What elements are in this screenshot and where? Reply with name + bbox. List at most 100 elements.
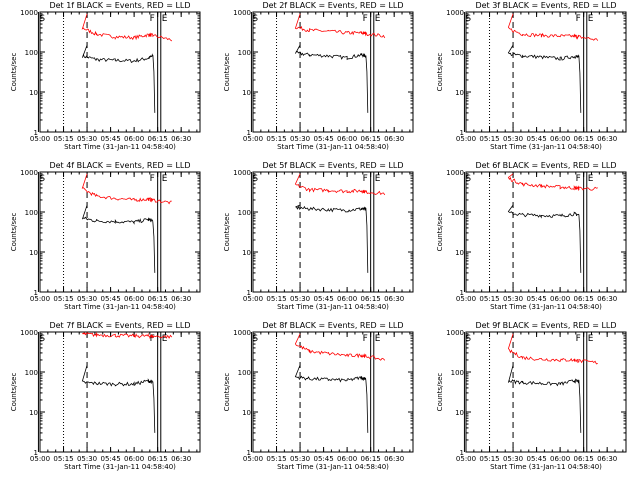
y-axis-label: Counts/sec xyxy=(436,373,444,412)
plot-frame xyxy=(465,171,627,293)
y-tick-label: 1000 xyxy=(233,169,251,177)
x-tick-label: 06:30 xyxy=(384,455,404,463)
x-tick-label: 05:30 xyxy=(77,295,97,303)
y-axis-label: Counts/sec xyxy=(10,213,18,252)
lld-series-line xyxy=(81,173,172,205)
x-tick-label: 05:00 xyxy=(456,135,476,143)
y-tick-label: 100 xyxy=(451,369,464,377)
y-tick-label: 1000 xyxy=(233,329,251,337)
x-tick-label: 05:30 xyxy=(290,135,310,143)
events-series-line xyxy=(82,44,156,113)
x-axis-label: Start Time (31-Jan-11 04:58:40) xyxy=(277,303,389,311)
events-series-line xyxy=(82,204,156,273)
x-tick-label: 05:15 xyxy=(266,455,286,463)
start-marker-label: S xyxy=(465,14,471,24)
x-tick-label: 05:00 xyxy=(456,455,476,463)
x-tick-label: 05:45 xyxy=(526,455,546,463)
x-tick-label: 05:30 xyxy=(290,295,310,303)
start-marker-label: S xyxy=(465,334,471,344)
x-tick-label: 05:45 xyxy=(313,135,333,143)
y-tick-label: 1 xyxy=(34,289,38,297)
x-tick-label: 06:30 xyxy=(597,295,617,303)
x-tick-label: 06:00 xyxy=(124,135,144,143)
lld-series-line xyxy=(81,13,173,42)
x-tick-label: 05:00 xyxy=(30,295,50,303)
lld-series-line xyxy=(294,13,386,39)
start-marker-label: S xyxy=(39,334,45,344)
x-tick-label: 06:30 xyxy=(171,455,191,463)
y-tick-label: 10 xyxy=(29,89,38,97)
end-marker-label: E xyxy=(375,14,381,24)
x-tick-label: 05:00 xyxy=(243,135,263,143)
y-axis-label: Counts/sec xyxy=(223,53,231,92)
x-axis-label: Start Time (31-Jan-11 04:58:40) xyxy=(490,463,602,471)
x-tick-label: 05:30 xyxy=(290,455,310,463)
x-tick-label: 05:00 xyxy=(243,455,263,463)
y-tick-label: 1000 xyxy=(20,9,38,17)
plot-frame xyxy=(39,331,201,453)
flare-marker-label: F xyxy=(363,334,368,344)
y-tick-label: 1 xyxy=(460,449,464,457)
x-tick-label: 05:00 xyxy=(243,295,263,303)
x-tick-label: 05:45 xyxy=(100,135,120,143)
chart-title: Det 2f BLACK = Events, RED = LLD xyxy=(262,1,403,10)
x-tick-label: 06:30 xyxy=(384,295,404,303)
x-tick-label: 05:15 xyxy=(479,295,499,303)
x-tick-label: 06:15 xyxy=(574,455,594,463)
x-tick-label: 05:15 xyxy=(266,295,286,303)
plot-frame xyxy=(465,331,627,453)
end-marker-label: E xyxy=(588,174,594,184)
y-tick-label: 1 xyxy=(247,289,251,297)
y-tick-label: 1000 xyxy=(446,9,464,17)
plot-frame xyxy=(465,11,627,133)
end-marker-label: E xyxy=(588,14,594,24)
x-tick-label: 05:15 xyxy=(479,135,499,143)
x-tick-label: 06:15 xyxy=(574,295,594,303)
panel-det-4: Det 4f BLACK = Events, RED = LLD 1 10 100 10… xyxy=(10,161,201,311)
panel-det-5: Det 5f BLACK = Events, RED = LLD 1 10 100 10… xyxy=(223,161,414,311)
y-tick-label: 10 xyxy=(242,409,251,417)
y-tick-label: 1000 xyxy=(233,9,251,17)
x-tick-label: 05:15 xyxy=(266,135,286,143)
flare-marker-label: F xyxy=(150,334,155,344)
x-tick-label: 05:30 xyxy=(77,455,97,463)
x-tick-label: 05:00 xyxy=(30,135,50,143)
plot-frame xyxy=(39,171,201,293)
plot-frame xyxy=(39,11,201,133)
y-tick-label: 1 xyxy=(460,129,464,137)
x-tick-label: 06:00 xyxy=(124,455,144,463)
events-series-line xyxy=(507,44,582,113)
y-axis-label: Counts/sec xyxy=(223,373,231,412)
panel-det-7: Det 7f BLACK = Events, RED = LLD 1 10 100 10… xyxy=(10,321,201,471)
lld-series-line xyxy=(294,173,386,196)
y-tick-label: 100 xyxy=(238,369,251,377)
x-tick-label: 06:00 xyxy=(124,295,144,303)
y-tick-label: 10 xyxy=(242,249,251,257)
start-marker-label: S xyxy=(39,174,45,184)
chart-title: Det 3f BLACK = Events, RED = LLD xyxy=(475,1,616,10)
lld-series-line xyxy=(294,333,386,361)
y-tick-label: 1000 xyxy=(446,329,464,337)
x-tick-label: 05:15 xyxy=(479,455,499,463)
x-axis-label: Start Time (31-Jan-11 04:58:40) xyxy=(64,303,176,311)
plot-frame xyxy=(252,171,414,293)
events-series-line xyxy=(507,204,582,273)
chart-title: Det 7f BLACK = Events, RED = LLD xyxy=(49,321,190,330)
panel-det-6: Det 6f BLACK = Events, RED = LLD 1 10 100 10… xyxy=(436,161,627,311)
y-tick-label: 10 xyxy=(242,89,251,97)
y-tick-label: 100 xyxy=(238,49,251,57)
y-tick-label: 1 xyxy=(460,289,464,297)
x-tick-label: 05:30 xyxy=(77,135,97,143)
y-tick-label: 100 xyxy=(451,49,464,57)
y-tick-label: 1000 xyxy=(20,169,38,177)
chart-title: Det 8f BLACK = Events, RED = LLD xyxy=(262,321,403,330)
lld-series-line xyxy=(507,173,598,191)
x-tick-label: 05:30 xyxy=(503,455,523,463)
x-tick-label: 05:45 xyxy=(313,455,333,463)
end-marker-label: E xyxy=(375,174,381,184)
x-tick-label: 06:30 xyxy=(597,455,617,463)
y-tick-label: 100 xyxy=(25,49,38,57)
x-axis-label: Start Time (31-Jan-11 04:58:40) xyxy=(490,143,602,151)
flare-marker-label: F xyxy=(363,174,368,184)
